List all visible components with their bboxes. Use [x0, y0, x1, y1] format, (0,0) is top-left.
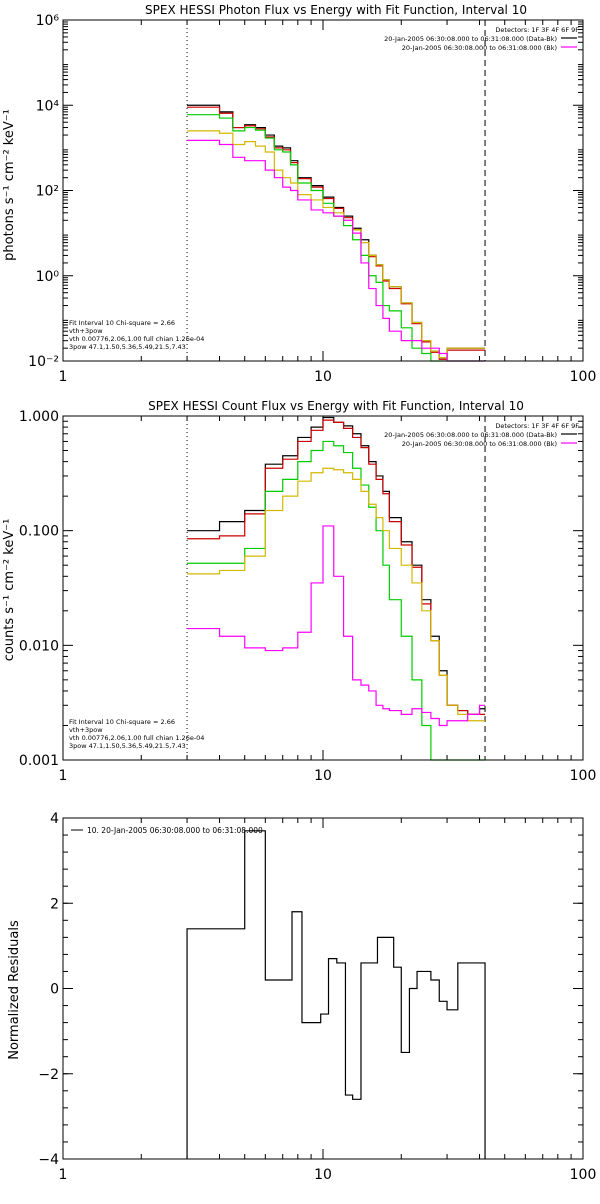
residuals-x-tick-label: 10: [314, 1167, 332, 1183]
count-flux-legend-bottom: Fit Interval 10 Chi-square = 2.66vth+3po…: [69, 718, 204, 750]
photon-flux-fit-legend-entry: Fit Interval 10 Chi-square = 2.66: [69, 319, 175, 327]
count-flux-x-tick-label: 100: [570, 768, 597, 784]
photon-flux-y-tick-label: 10⁻²: [28, 354, 59, 370]
residuals-y-tick-label: 2: [50, 896, 59, 912]
photon-flux-ticks: 1 10 100 10⁻² 10⁰ 10² 10⁴ 10⁶: [28, 13, 596, 385]
residuals-y-tick-label: −2: [38, 1067, 59, 1083]
count-flux-y-tick-label: 0.001: [19, 753, 59, 769]
photon-flux-y-tick-label: 10²: [36, 184, 59, 200]
photon-flux-panel: SPEX HESSI Photon Flux vs Energy with Fi…: [2, 3, 596, 385]
photon-flux-legend-entry: 20-Jan-2005 06:30:08.000 to 06:31:08.000…: [402, 44, 557, 52]
photon-flux-legend-entry: 20-Jan-2005 06:30:08.000 to 06:31:08.000…: [384, 35, 557, 43]
photon-flux-series-4: [187, 139, 486, 362]
photon-flux-x-tick-label: 1: [59, 369, 68, 385]
photon-flux-x-tick-label: 10: [314, 369, 332, 385]
count-flux-series-4: [187, 525, 486, 727]
photon-flux-series: [187, 104, 486, 362]
count-flux-panel: SPEX HESSI Count Flux vs Energy with Fit…: [2, 399, 596, 784]
photon-flux-y-tick-label: 10⁶: [36, 13, 60, 29]
residuals-ticks: 1 10 100 −4 −2 0 2 4: [38, 811, 596, 1183]
count-flux-plot-frame: [62, 415, 584, 761]
count-flux-y-tick-label: 0.100: [19, 524, 59, 540]
residuals-series-0: [186, 830, 486, 1159]
photon-flux-fit-legend-entry: 3pow 47.1,1.50,5.36,5.49,21.5,7.43: [69, 343, 186, 351]
photon-flux-legend-bottom: Fit Interval 10 Chi-square = 2.66vth+3po…: [69, 319, 204, 351]
residuals-ylabel: Normalized Residuals: [7, 920, 22, 1060]
count-flux-fit-legend-entry: 3pow 47.1,1.50,5.36,5.49,21.5,7.43: [69, 742, 186, 750]
residuals-x-tick-label: 1: [59, 1167, 68, 1183]
count-flux-series-2: [187, 440, 486, 761]
residuals-series: [186, 830, 486, 1159]
count-flux-series-3: [187, 467, 486, 722]
count-flux-legend-entry: Detectors: 1F 3F 4F 6F 9F: [495, 422, 579, 430]
count-flux-series: [187, 416, 486, 761]
residuals-legend-top: 10. 20-Jan-2005 06:30:08.000 to 06:31:08…: [71, 826, 263, 835]
residuals-x-tick-label: 100: [570, 1167, 597, 1183]
photon-flux-legend-entry: Detectors: 1F 3F 4F 6F 9F: [495, 26, 579, 34]
count-flux-y-tick-label: 1.000: [19, 409, 59, 425]
count-flux-y-tick-label: 0.010: [19, 638, 59, 654]
photon-flux-fit-legend-entry: vth+3pow: [69, 327, 103, 335]
count-flux-fit-legend-entry: vth 0.00776,2.06,1.00 full chian 1.26e-0…: [69, 734, 204, 742]
count-flux-title: SPEX HESSI Count Flux vs Energy with Fit…: [148, 399, 524, 413]
photon-flux-markers: [186, 20, 486, 361]
residuals-y-tick-label: 0: [50, 982, 59, 998]
residuals-y-tick-label: −4: [38, 1152, 59, 1168]
residuals-panel: Normalized Residuals 1 10 100 −4 −2 0 2 4 10. 2…: [7, 811, 596, 1183]
count-flux-x-tick-label: 10: [314, 768, 332, 784]
count-flux-fit-legend-entry: vth+3pow: [69, 726, 103, 734]
count-flux-ticks: 1 10 100 0.001 0.010 0.100 1.000: [19, 409, 596, 784]
residuals-legend-entry: 10. 20-Jan-2005 06:30:08.000 to 06:31:08…: [87, 826, 263, 835]
photon-flux-fit-legend-entry: vth 0.00776,2.06,1.00 full chian 1.26e-0…: [69, 335, 204, 343]
photon-flux-y-tick-label: 10⁴: [36, 98, 60, 114]
count-flux-x-tick-label: 1: [59, 768, 68, 784]
count-flux-fit-legend-entry: Fit Interval 10 Chi-square = 2.66: [69, 718, 175, 726]
count-flux-legend-entry: 20-Jan-2005 06:30:08.000 to 06:31:08.000…: [384, 431, 557, 439]
photon-flux-y-tick-label: 10⁰: [36, 269, 60, 285]
count-flux-legend-entry: 20-Jan-2005 06:30:08.000 to 06:31:08.000…: [402, 440, 557, 448]
count-flux-ylabel: counts s⁻¹ cm⁻² keV⁻¹: [2, 519, 17, 662]
photon-flux-title: SPEX HESSI Photon Flux vs Energy with Fi…: [145, 3, 527, 17]
photon-flux-ylabel: photons s⁻¹ cm⁻² keV⁻¹: [2, 109, 17, 261]
residuals-y-tick-label: 4: [50, 811, 59, 827]
residuals-plot-frame: [62, 817, 584, 1160]
photon-flux-plot-frame: [62, 19, 584, 362]
count-flux-series-0: [187, 416, 486, 715]
count-flux-markers: [186, 416, 486, 760]
photon-flux-x-tick-label: 100: [570, 369, 597, 385]
